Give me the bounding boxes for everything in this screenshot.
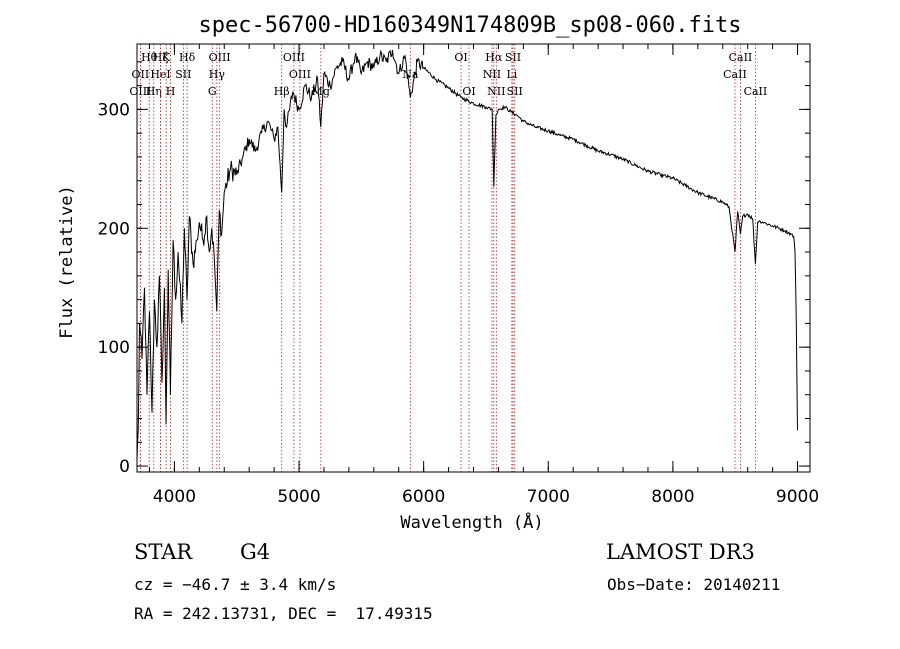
line-marker-label: CaII [744,85,768,98]
line-marker-label: Hθ [141,51,158,64]
plot-frame [136,43,811,473]
line-marker-label: Hδ [179,51,196,64]
line-marker-label: SII [505,51,521,64]
y-tick-label: 200 [98,219,130,239]
line-marker-label: H [166,85,176,98]
spectrum-chart: spec-56700-HD160349N174809B_sp08-060.fit… [57,13,819,533]
coordinates: RA = 242.13731, DEC = 17.49315 [134,604,433,623]
line-marker-label: Hβ [274,85,290,98]
object-subclass: G4 [240,540,271,564]
line-marker-label: OIII [129,85,151,98]
y-tick-label: 0 [119,457,130,477]
redshift-value: cz = −46.7 ± 3.4 km/s [134,575,337,594]
line-marker-label: OIII [289,68,311,81]
line-marker-label: CaII [723,68,747,81]
object-class: STAR [134,540,193,564]
line-marker-label: Hγ [209,68,226,81]
axes: 4000 5000 6000 7000 8000 9000 0 100 200 300 [98,44,819,507]
spectrum-line [136,49,798,461]
x-tick-label: 7000 [527,487,570,507]
line-marker-label: Li [506,68,517,81]
x-tick-label: 5000 [277,487,320,507]
x-tick-label: 6000 [402,487,445,507]
line-marker-label: Hη [146,85,162,98]
y-tick-label: 300 [98,100,130,120]
line-marker-label: SII [175,68,191,81]
line-marker-label: OIII [283,51,305,64]
line-marker-label: SII [507,85,523,98]
line-marker-label: OII [132,68,150,81]
line-marker-label: NII [487,85,505,98]
chart-title: spec-56700-HD160349N174809B_sp08-060.fit… [198,13,741,38]
x-tick-label: 9000 [776,487,819,507]
line-marker-label: Mg [312,85,330,98]
line-marker-label: CaII [729,51,753,64]
x-axis-label: Wavelength (Å) [400,511,543,533]
line-marker-label: NII [483,68,501,81]
x-tick-label: 4000 [153,487,196,507]
observation-date: Obs−Date: 20140211 [607,575,781,594]
x-tick-label: 8000 [651,487,694,507]
line-marker-label: HeI [150,68,170,81]
y-axis-label: Flux (relative) [57,185,77,339]
line-marker-label: K [162,51,171,64]
y-tick-label: 100 [98,338,130,358]
line-marker-label: OI [454,51,467,64]
survey-name: LAMOST DR3 [606,540,755,564]
line-marker-label: Hα [485,51,503,64]
line-marker-label: OI [462,85,475,98]
line-marker-label: G [208,85,217,98]
line-marker-label: Hζ [153,51,169,64]
line-marker-label: OIII [209,51,231,64]
